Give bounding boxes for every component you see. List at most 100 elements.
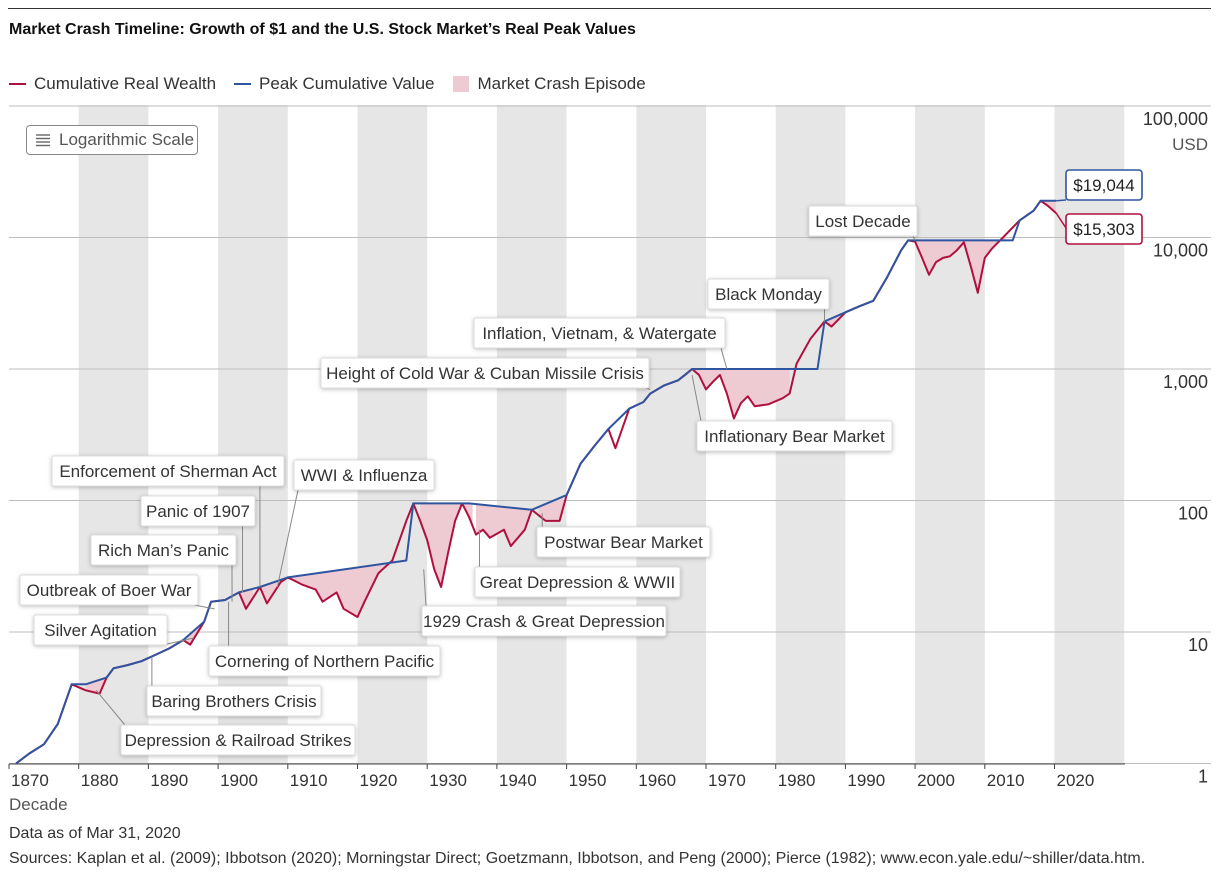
callout-wealth-value: $15,303: [1073, 220, 1134, 239]
data-date-note: Data as of Mar 31, 2020: [9, 825, 181, 842]
annotation-label: Silver Agitation: [44, 621, 156, 640]
legend-item-crash: Market Crash Episode: [452, 74, 646, 94]
y-tick-label: 1: [1198, 767, 1208, 787]
y-tick-label: 100: [1178, 504, 1208, 524]
annotation-label: Great Depression & WWII: [480, 573, 676, 592]
log-scale-label: Logarithmic Scale: [59, 130, 195, 149]
list-icon: [36, 134, 50, 147]
annotation-label: Inflationary Bear Market: [704, 427, 885, 446]
legend-swatch-peak: [234, 83, 252, 85]
x-tick-label: 1930: [429, 771, 467, 790]
x-tick-label: 1910: [290, 771, 328, 790]
callout-wealth-leader: [1055, 212, 1067, 229]
legend-item-wealth: Cumulative Real Wealth: [9, 74, 216, 94]
x-tick-label: 1960: [638, 771, 676, 790]
annotation-label: Outbreak of Boer War: [27, 581, 192, 600]
x-tick-label: 1900: [220, 771, 258, 790]
decade-band: [1054, 105, 1125, 764]
x-tick-label: 1940: [499, 771, 537, 790]
y-tick-label: 1,000: [1163, 372, 1208, 392]
x-tick-label: 1980: [778, 771, 816, 790]
annotation-box: [473, 317, 726, 349]
series-line-peak-cumulative-value: [15, 199, 1057, 765]
annotation-box: [696, 420, 893, 452]
annotation-label: Depression & Railroad Strikes: [125, 731, 352, 750]
annotation-label: Cornering of Northern Pacific: [215, 652, 435, 671]
x-tick-label: 1950: [569, 771, 607, 790]
annotation-box: [90, 534, 237, 566]
annotation-label: Rich Man’s Panic: [98, 541, 230, 560]
annotation-label: Enforcement of Sherman Act: [59, 462, 277, 481]
x-tick-label: 1890: [150, 771, 188, 790]
annotation-box: [208, 645, 441, 677]
callout-peak-leader: [1056, 199, 1067, 202]
x-tick-label: 1920: [360, 771, 398, 790]
annotation-box: [33, 614, 168, 646]
top-rule: [8, 8, 1211, 9]
annotation-leader: [720, 347, 728, 370]
legend-swatch-crash: [452, 76, 469, 92]
x-tick-label: 2010: [987, 771, 1025, 790]
annotation-leader: [423, 569, 427, 607]
annotation-box: [421, 605, 667, 637]
log-scale-badge: Logarithmic Scale: [26, 125, 198, 155]
annotation-label: Height of Cold War & Cuban Missile Crisi…: [326, 364, 644, 383]
decade-band: [915, 105, 985, 764]
crash-episode-area: [476, 504, 532, 547]
annotation-box: [808, 205, 918, 237]
annotation-leader: [912, 235, 916, 241]
annotation-leader: [193, 604, 215, 610]
annotation-label: WWI & Influenza: [301, 466, 428, 485]
x-axis-label: Decade: [9, 795, 68, 814]
legend-label-wealth: Cumulative Real Wealth: [34, 74, 217, 93]
x-tick-label: 1990: [847, 771, 885, 790]
annotation-leader: [95, 690, 126, 726]
annotation-label: 1929 Crash & Great Depression: [423, 612, 665, 631]
annotation-label: Baring Brothers Crisis: [151, 692, 316, 711]
x-tick-label: 2020: [1057, 771, 1095, 790]
annotation-box: [120, 724, 356, 756]
x-tick-label: 1870: [11, 771, 49, 790]
decade-band: [78, 105, 149, 764]
decade-band: [636, 105, 706, 764]
legend-label-crash: Market Crash Episode: [477, 74, 646, 93]
annotation-leader: [162, 637, 194, 646]
annotation-box: [293, 459, 435, 491]
x-tick-label: 2000: [917, 771, 955, 790]
y-unit-label: USD: [1172, 135, 1208, 154]
callout-peak-value-box: [1065, 169, 1143, 201]
crash-episode-area: [915, 234, 1006, 293]
x-tick-label: 1880: [81, 771, 119, 790]
y-tick-label: 10,000: [1153, 241, 1208, 261]
y-tick-label: 100,000: [1143, 109, 1208, 129]
crash-episode-area: [420, 503, 473, 587]
x-tick-label: 1970: [708, 771, 746, 790]
legend-item-peak: Peak Cumulative Value: [234, 74, 435, 94]
callout-wealth-value-box: [1065, 213, 1143, 245]
crash-episode-area: [1040, 200, 1057, 214]
annotation-box: [536, 526, 711, 558]
annotation-label: Panic of 1907: [146, 502, 250, 521]
annotation-label: Postwar Bear Market: [544, 533, 703, 552]
legend: Cumulative Real Wealth Peak Cumulative V…: [9, 72, 664, 96]
annotation-leader: [691, 374, 702, 422]
decade-band: [496, 105, 567, 764]
crash-episode-area: [695, 369, 790, 419]
sources-note: Sources: Kaplan et al. (2009); Ibbotson …: [9, 850, 1146, 867]
annotation-box: [51, 455, 285, 487]
callout-peak-value: $19,044: [1073, 176, 1134, 195]
legend-label-peak: Peak Cumulative Value: [259, 74, 435, 93]
annotation-label: Black Monday: [715, 285, 822, 304]
annotation-label: Inflation, Vietnam, & Watergate: [482, 324, 716, 343]
annotation-box: [320, 357, 650, 389]
annotation-box: [19, 574, 199, 606]
annotation-box: [146, 685, 322, 717]
annotation-label: Lost Decade: [815, 212, 910, 231]
legend-swatch-wealth: [9, 83, 26, 85]
annotation-leader: [276, 489, 299, 588]
y-tick-label: 10: [1188, 635, 1208, 655]
crash-episode-area: [538, 496, 564, 521]
annotation-box: [474, 566, 681, 598]
annotation-box: [707, 278, 830, 310]
